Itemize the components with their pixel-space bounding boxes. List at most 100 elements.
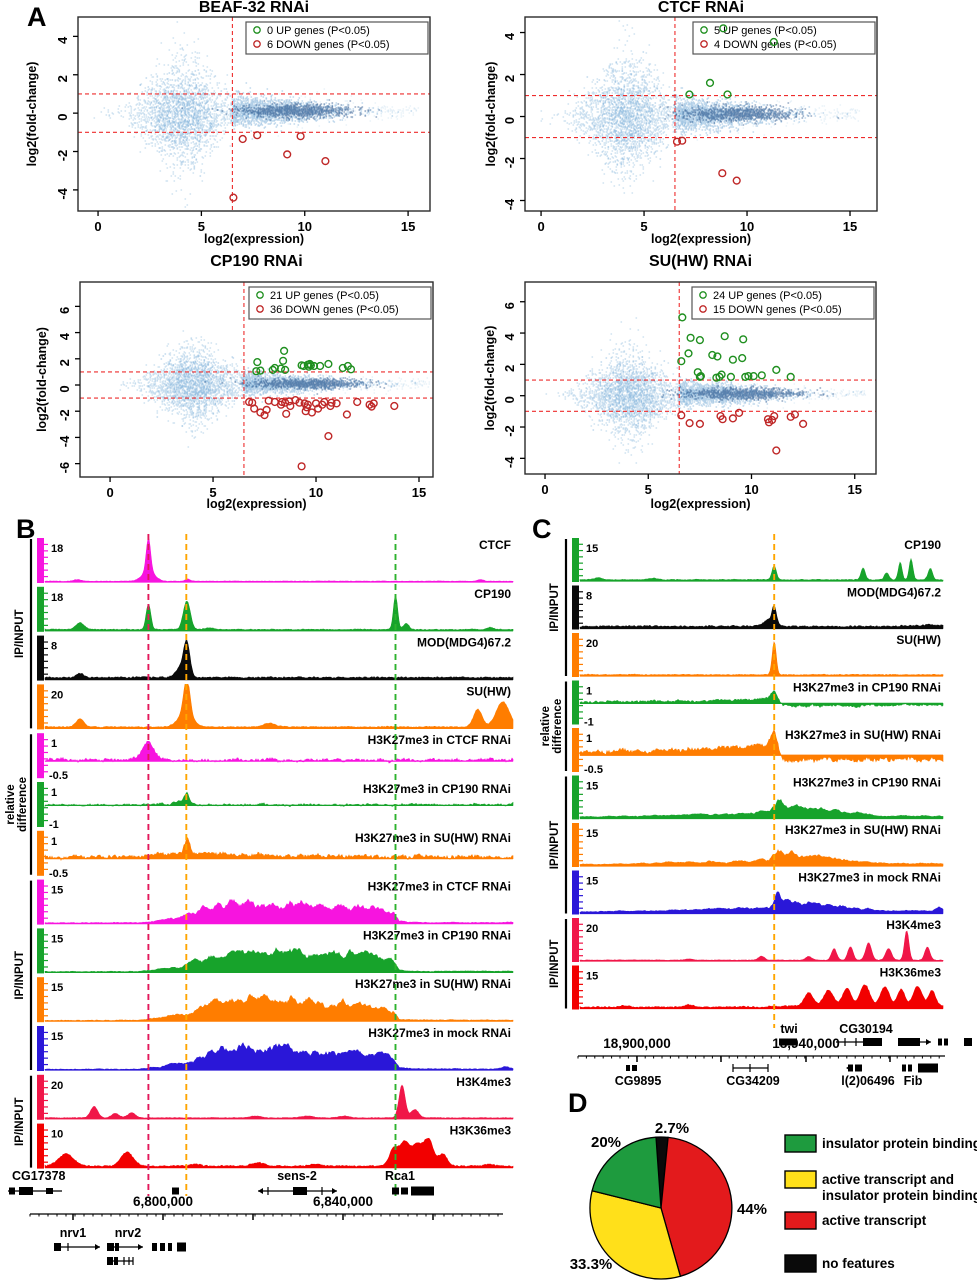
track-signal-b-12: [44, 1137, 514, 1168]
group-label: IP/INPUT: [14, 1097, 26, 1146]
scale-bar: [572, 775, 579, 820]
scatter-cloud: [204, 375, 388, 395]
group-label: relative: [540, 706, 552, 746]
down-gene-point: [295, 398, 304, 407]
track-signal-c-0: [579, 557, 944, 582]
scale-value: 1: [586, 733, 592, 745]
track-signal-b-2: [44, 639, 514, 680]
x-axis-label: log2(expression): [650, 497, 750, 511]
pie-percentage: 2.7%: [655, 1120, 689, 1137]
track-label: H3K27me3 in CP190 RNAi: [793, 776, 941, 790]
legend-label: 24 UP genes (P<0.05): [713, 290, 822, 302]
x-tick-label: 15: [401, 219, 415, 234]
gene-exon: [160, 1243, 165, 1251]
up-gene-point: [772, 365, 781, 375]
down-gene-point: [718, 415, 727, 424]
gene-exon: [898, 1038, 920, 1046]
scatter-cloud: [661, 385, 835, 403]
down-gene-point: [332, 399, 341, 408]
scatter-cloud: [583, 51, 682, 174]
track-label: H3K27me3 in CP190 RNAi: [363, 928, 511, 942]
gene-exon: [54, 1243, 61, 1251]
x-tick-label: 10: [298, 219, 312, 234]
down-gene-point: [672, 137, 682, 146]
x-tick-label: 15: [412, 485, 426, 500]
pie-legend-label: active transcript: [822, 1213, 927, 1228]
scale-value: 15: [51, 885, 63, 897]
scale-value: 8: [51, 641, 57, 653]
legend-marker: [700, 40, 708, 48]
gene-exon: [918, 1063, 938, 1073]
up-gene-point: [749, 372, 758, 381]
scale-bar: [37, 830, 44, 876]
gene-arrow-left: [846, 1065, 851, 1071]
x-tick-label: 10: [744, 482, 758, 497]
legend-label: 15 DOWN genes (P<0.05): [713, 304, 842, 316]
group-label: IP/INPUT: [549, 821, 561, 870]
gene-label: l(2)06496: [841, 1074, 895, 1088]
up-gene-point: [279, 356, 288, 365]
down-gene-point: [678, 136, 687, 145]
y-tick-label: 2: [502, 365, 517, 372]
scale-bar: [37, 538, 44, 583]
up-gene-point: [713, 352, 722, 361]
scale-value: 20: [51, 689, 63, 701]
track-signal-b-8: [44, 947, 514, 973]
down-gene-point: [324, 432, 333, 441]
scale-value: 10: [51, 1129, 63, 1141]
up-gene-point: [717, 370, 726, 379]
gene-exon: [152, 1243, 157, 1251]
track-signal-b-0: [44, 538, 514, 583]
gene-exon: [107, 1243, 114, 1251]
up-gene-point: [684, 349, 693, 358]
down-gene-point: [260, 411, 269, 420]
down-gene-point: [297, 462, 306, 471]
track-signal-c-7: [579, 891, 944, 914]
scatter-cloud: [181, 99, 381, 121]
down-gene-point: [307, 408, 317, 417]
y-tick-label: 4: [57, 332, 72, 340]
plot-border: [524, 16, 878, 212]
track-label: H3K27me3 in CTCF RNAi: [368, 880, 511, 894]
group-label: IP/INPUT: [14, 951, 26, 1000]
up-gene-point: [338, 363, 347, 373]
scale-bar: [572, 633, 579, 677]
scale-value: 20: [586, 923, 598, 935]
gene-exon: [863, 1038, 882, 1046]
scale-bar: [37, 586, 44, 632]
pie-legend-label: no features: [822, 1256, 895, 1271]
plot-legend: [692, 21, 876, 55]
down-gene-point: [291, 396, 300, 405]
scale-value: 20: [51, 1080, 63, 1092]
plot-legend: [245, 21, 429, 55]
up-gene-point: [786, 372, 795, 382]
y-tick-label: -4: [57, 435, 72, 447]
track-label: SU(HW): [466, 684, 511, 698]
down-gene-point: [250, 404, 259, 413]
up-gene-point: [324, 359, 333, 369]
x-tick-label: 10: [740, 219, 754, 234]
up-gene-point: [723, 90, 732, 99]
down-gene-point: [685, 419, 694, 428]
scale-bar: [37, 782, 44, 827]
group-label: IP/INPUT: [549, 583, 561, 632]
gene-label: CG9895: [615, 1074, 662, 1088]
up-gene-point: [316, 361, 325, 371]
up-gene-point: [719, 24, 728, 33]
legend-marker: [253, 26, 261, 34]
legend-label: 5 UP genes (P<0.05): [714, 25, 817, 37]
down-gene-point: [369, 399, 378, 408]
track-label: CP190: [474, 587, 511, 601]
up-gene-point: [708, 350, 717, 360]
panel-label-b: B: [16, 514, 36, 544]
x-tick-label: 5: [198, 219, 205, 234]
ma-plot-ctcf: 0 5 10 15 4 2 0 -2 -4 CTCF RNAi log2(expression) lo…: [484, 0, 878, 246]
gene-label: twi: [780, 1022, 797, 1036]
scale-value: 15: [51, 933, 63, 945]
scale-bar: [572, 585, 579, 630]
gene-exon: [392, 1187, 399, 1195]
legend-marker: [699, 291, 707, 299]
track-signal-c-4: [579, 729, 944, 764]
up-gene-point: [678, 313, 687, 322]
track-signal-b-10: [44, 1042, 514, 1071]
